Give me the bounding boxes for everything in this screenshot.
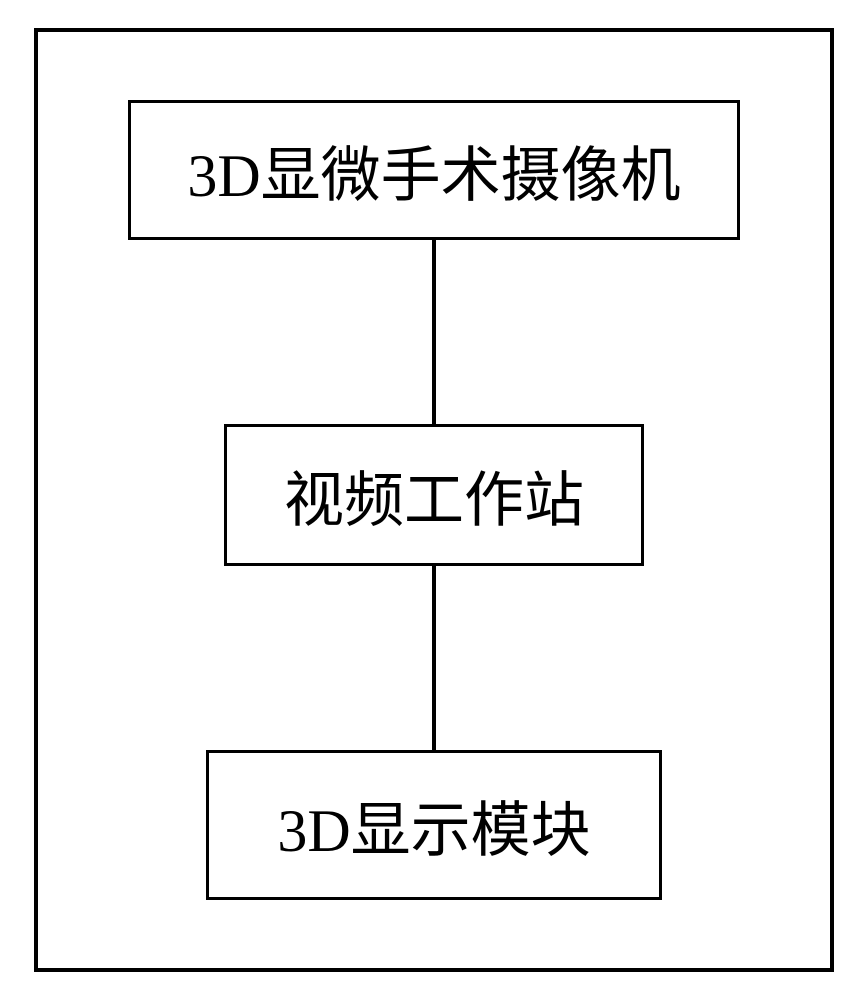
edge-camera-workstation <box>432 240 436 424</box>
node-display-label: 3D显示模块 <box>277 782 590 869</box>
edge-workstation-display <box>432 566 436 750</box>
node-workstation: 视频工作站 <box>224 424 644 566</box>
node-camera: 3D显微手术摄像机 <box>128 100 740 240</box>
node-workstation-label: 视频工作站 <box>284 452 584 539</box>
node-display: 3D显示模块 <box>206 750 662 900</box>
node-camera-label: 3D显微手术摄像机 <box>187 127 680 214</box>
